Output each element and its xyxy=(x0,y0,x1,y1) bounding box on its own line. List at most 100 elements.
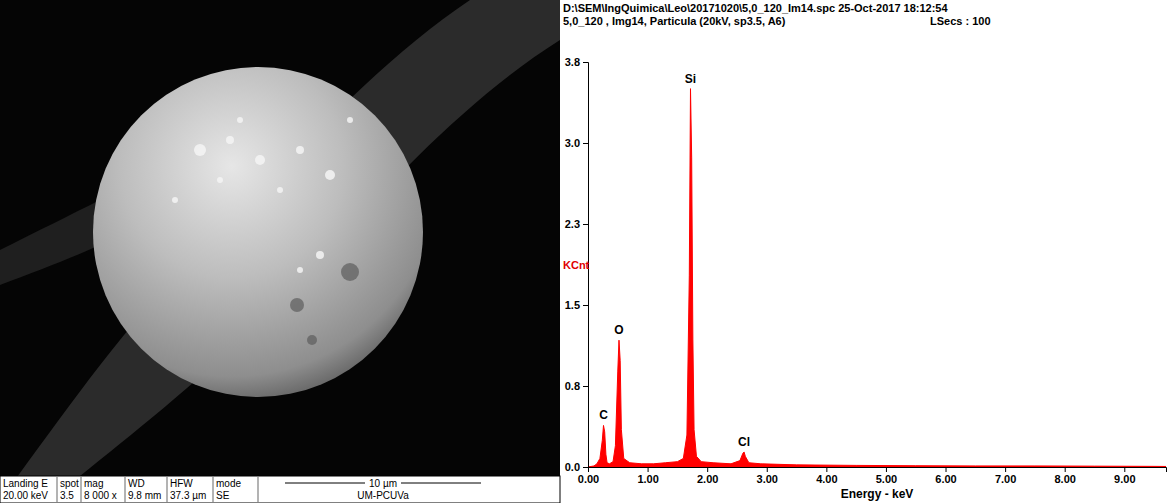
peak-label: O xyxy=(614,323,623,337)
scale-bar xyxy=(401,483,481,484)
x-tick-mark xyxy=(886,467,887,472)
y-axis-title: KCnt xyxy=(563,259,590,271)
x-tick-mark xyxy=(1124,467,1125,472)
y-tick-label: 0.8 xyxy=(565,380,580,392)
plot-area xyxy=(588,89,1166,467)
x-tick: 8.00 xyxy=(1054,467,1075,485)
x-tick-label: 4.00 xyxy=(816,473,837,485)
info-value: 37.3 µm xyxy=(170,490,206,501)
y-tick-mark xyxy=(583,143,588,144)
y-tick-mark xyxy=(583,386,588,387)
figure: Landing E spotmag WD HFW mode 20.00 keV 3.5 8 0… xyxy=(0,0,1170,503)
y-tick: 0.8 xyxy=(565,380,588,392)
dark-spot xyxy=(307,335,317,345)
x-tick-label: 5.00 xyxy=(876,473,897,485)
x-tick: 9.00 xyxy=(1114,467,1135,485)
y-tick-mark xyxy=(583,467,588,468)
y-tick-mark xyxy=(583,224,588,225)
y-tick: 0.0 xyxy=(565,461,588,473)
x-tick-label: 2.00 xyxy=(697,473,718,485)
x-axis-title: Energy - keV xyxy=(841,487,914,501)
x-tick-mark xyxy=(767,467,768,472)
info-header: HFW xyxy=(170,478,193,489)
x-tick-label: 7.00 xyxy=(995,473,1016,485)
x-tick-mark xyxy=(1065,467,1066,472)
x-tick-mark xyxy=(648,467,649,472)
speck xyxy=(172,197,178,203)
info-separator xyxy=(167,477,168,502)
fiber xyxy=(0,0,560,476)
info-value: 3.5 xyxy=(60,490,74,501)
speck xyxy=(347,117,353,123)
speck xyxy=(296,146,304,154)
x-axis-line xyxy=(589,468,1167,473)
dark-spot xyxy=(290,298,304,312)
scale-bar xyxy=(285,483,365,484)
peak-labels: C O Si Cl xyxy=(599,72,750,449)
speck xyxy=(226,136,234,144)
info-header: mode xyxy=(216,478,241,489)
speck xyxy=(194,144,206,156)
info-value: SE xyxy=(216,490,230,501)
peak-label: Cl xyxy=(738,435,750,449)
y-tick-mark xyxy=(583,305,588,306)
info-separator xyxy=(81,477,82,502)
info-separator xyxy=(125,477,126,502)
speck xyxy=(237,117,243,123)
x-tick-mark xyxy=(1005,467,1006,472)
x-tick-mark xyxy=(826,467,827,472)
x-tick-label: 8.00 xyxy=(1054,473,1075,485)
speck xyxy=(217,177,223,183)
info-value: 20.00 keV xyxy=(3,490,48,501)
speck xyxy=(325,170,335,180)
info-header: Landing E xyxy=(3,478,48,489)
x-tick: 1.00 xyxy=(637,467,658,485)
y-tick: 1.5 xyxy=(565,299,588,311)
speck xyxy=(297,267,303,273)
x-tick: 5.00 xyxy=(876,467,897,485)
speck xyxy=(316,251,324,259)
x-tick-label: 6.00 xyxy=(935,473,956,485)
chart-subtitle: 5,0_120 , Img14, Particula (20kV, sp3.5,… xyxy=(563,15,786,27)
spectrum xyxy=(588,89,1166,467)
speck xyxy=(277,187,283,193)
info-value: 9.8 mm xyxy=(128,490,161,501)
particle xyxy=(93,67,423,397)
y-tick-label: 3.8 xyxy=(565,56,580,68)
x-tick: 2.00 xyxy=(697,467,718,485)
x-tick: 3.00 xyxy=(757,467,778,485)
y-tick-label: 3.0 xyxy=(565,137,580,149)
x-tick-mark xyxy=(707,467,708,472)
x-tick: 4.00 xyxy=(816,467,837,485)
sem-image xyxy=(0,0,560,476)
x-tick: 6.00 xyxy=(935,467,956,485)
x-tick-mark xyxy=(946,467,947,472)
speck xyxy=(255,155,265,165)
y-tick: 3.8 xyxy=(565,56,588,68)
info-separator xyxy=(57,477,58,502)
info-header: WD xyxy=(128,478,145,489)
y-tick-label: 1.5 xyxy=(565,299,580,311)
x-tick: 0.00 xyxy=(578,467,599,485)
y-tick: 2.3 xyxy=(565,218,588,230)
x-tick-label: 3.00 xyxy=(757,473,778,485)
chart-title: D:\SEM\IngQuimica\Leo\20171020\5,0_120_I… xyxy=(563,2,948,14)
y-tick-mark xyxy=(583,62,588,63)
scale-bar-label: 10 µm xyxy=(369,478,397,489)
peak-label: Si xyxy=(685,72,696,86)
peak-label: C xyxy=(599,408,608,422)
x-axis: 0.00 1.00 2.00 3.00 4.00 5.00 6.00 7.00 8.00 9.00 xyxy=(578,467,1167,485)
info-header: mag xyxy=(84,478,103,489)
instrument-label: UM-PCUVa xyxy=(357,490,409,501)
info-header: spot xyxy=(60,478,79,489)
info-separator xyxy=(213,477,214,502)
info-value: 8 000 x xyxy=(84,490,117,501)
live-time: LSecs : 100 xyxy=(930,15,991,27)
y-tick-label: 2.3 xyxy=(565,218,580,230)
dark-spot xyxy=(341,263,359,281)
info-bar xyxy=(0,476,560,503)
y-tick: 3.0 xyxy=(565,137,588,149)
y-tick-label: 0.0 xyxy=(565,461,580,473)
x-tick-label: 9.00 xyxy=(1114,473,1135,485)
x-tick: 7.00 xyxy=(995,467,1016,485)
